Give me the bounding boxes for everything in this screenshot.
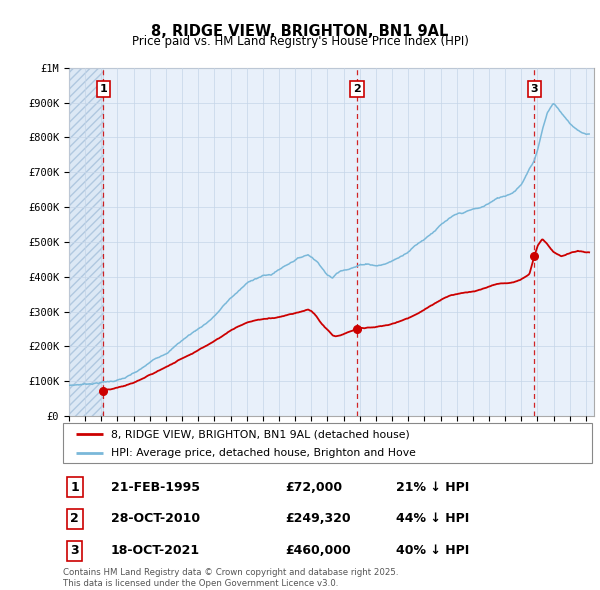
Text: 21% ↓ HPI: 21% ↓ HPI	[397, 481, 470, 494]
Text: Price paid vs. HM Land Registry's House Price Index (HPI): Price paid vs. HM Land Registry's House …	[131, 35, 469, 48]
Text: 40% ↓ HPI: 40% ↓ HPI	[397, 544, 470, 557]
Text: 1: 1	[70, 481, 79, 494]
Text: £72,000: £72,000	[285, 481, 343, 494]
Text: 3: 3	[530, 84, 538, 94]
Text: 1: 1	[100, 84, 107, 94]
Bar	[69, 68, 103, 416]
Text: 3: 3	[70, 544, 79, 557]
Text: 28-OCT-2010: 28-OCT-2010	[110, 512, 200, 525]
Text: 2: 2	[70, 512, 79, 525]
Text: £460,000: £460,000	[285, 544, 351, 557]
FancyBboxPatch shape	[63, 423, 592, 463]
Text: £249,320: £249,320	[285, 512, 351, 525]
Text: HPI: Average price, detached house, Brighton and Hove: HPI: Average price, detached house, Brig…	[110, 448, 416, 458]
Text: 44% ↓ HPI: 44% ↓ HPI	[397, 512, 470, 525]
Text: 18-OCT-2021: 18-OCT-2021	[110, 544, 200, 557]
Text: 21-FEB-1995: 21-FEB-1995	[110, 481, 200, 494]
Bar	[69, 68, 103, 416]
Text: Contains HM Land Registry data © Crown copyright and database right 2025.
This d: Contains HM Land Registry data © Crown c…	[63, 568, 398, 588]
Text: 8, RIDGE VIEW, BRIGHTON, BN1 9AL (detached house): 8, RIDGE VIEW, BRIGHTON, BN1 9AL (detach…	[110, 430, 409, 440]
Text: 8, RIDGE VIEW, BRIGHTON, BN1 9AL: 8, RIDGE VIEW, BRIGHTON, BN1 9AL	[151, 24, 449, 38]
Text: 2: 2	[353, 84, 361, 94]
